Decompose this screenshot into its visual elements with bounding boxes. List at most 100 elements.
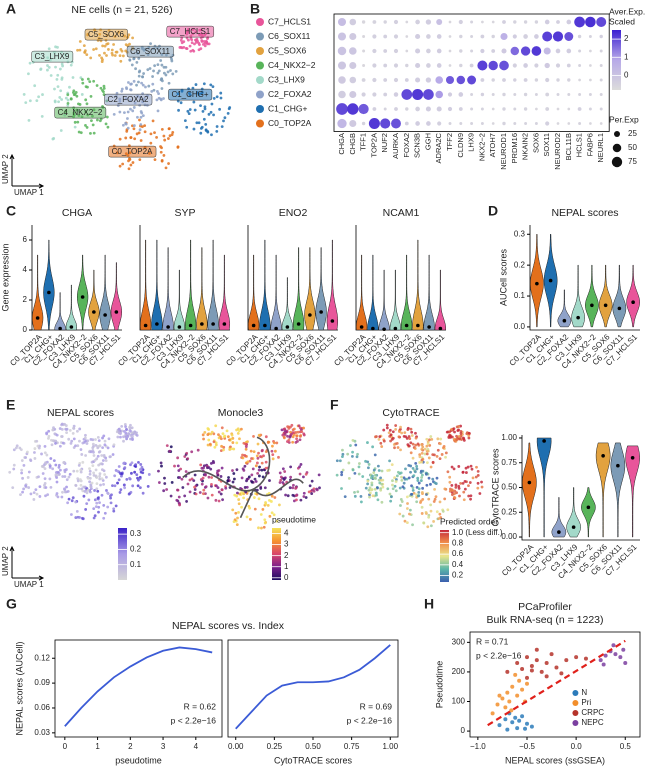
cluster-label-box bbox=[126, 45, 174, 58]
cluster-label-box bbox=[54, 106, 107, 119]
umap-point bbox=[204, 485, 208, 489]
dot bbox=[459, 34, 463, 39]
mean-dot bbox=[359, 325, 364, 329]
umap-point bbox=[120, 87, 124, 91]
umap-point bbox=[82, 485, 86, 489]
dot bbox=[470, 35, 474, 38]
gene-label: HCLS1 bbox=[575, 133, 584, 157]
umap-point bbox=[437, 517, 441, 521]
umap-point bbox=[170, 57, 173, 61]
umap-point bbox=[207, 112, 211, 116]
umap-point bbox=[55, 433, 59, 437]
dot bbox=[447, 106, 453, 112]
umap-point bbox=[79, 483, 83, 487]
y-axis-label: NEPAL scores (AUCell) bbox=[14, 641, 24, 735]
umap-point bbox=[139, 139, 143, 142]
dot bbox=[488, 60, 498, 71]
umap-point bbox=[19, 493, 22, 497]
cluster-label-box bbox=[84, 28, 128, 41]
umap-point bbox=[43, 477, 47, 481]
umap-point bbox=[91, 123, 95, 127]
umap-point bbox=[28, 61, 32, 65]
umap-point bbox=[462, 498, 466, 502]
umap-point bbox=[232, 447, 236, 451]
scatter-point bbox=[613, 652, 618, 657]
chart-title: NEPAL scores vs. Index bbox=[172, 620, 285, 632]
umap-point bbox=[96, 118, 99, 122]
umap-point bbox=[366, 441, 369, 444]
x-tick-label: 2 bbox=[128, 742, 133, 751]
umap-point bbox=[84, 433, 87, 437]
colorbar-label: 0 bbox=[284, 573, 289, 582]
umap-point bbox=[139, 115, 143, 119]
umap-point bbox=[436, 448, 440, 452]
umap-point bbox=[425, 493, 428, 496]
dot bbox=[415, 48, 421, 54]
umap-point bbox=[119, 47, 123, 51]
umap-point bbox=[118, 137, 122, 141]
violin bbox=[423, 254, 435, 331]
umap-point bbox=[288, 486, 292, 490]
umap-point bbox=[256, 472, 260, 475]
umap-point bbox=[409, 470, 412, 474]
umap-point bbox=[200, 482, 204, 486]
umap-point bbox=[51, 467, 55, 471]
umap-point bbox=[461, 470, 465, 474]
umap-point bbox=[396, 446, 400, 449]
umap-point bbox=[448, 475, 452, 479]
violin bbox=[530, 234, 544, 328]
umap-point bbox=[209, 110, 213, 114]
umap-point bbox=[353, 471, 357, 475]
umap-point bbox=[141, 83, 145, 87]
dot bbox=[337, 46, 347, 56]
umap-point bbox=[120, 424, 124, 428]
dot bbox=[523, 63, 528, 68]
umap-point bbox=[140, 465, 144, 469]
umap-point bbox=[410, 430, 414, 434]
umap-point bbox=[38, 485, 42, 489]
umap-point bbox=[76, 429, 79, 433]
umap-point bbox=[160, 146, 163, 150]
umap-point bbox=[457, 486, 461, 490]
umap-point bbox=[299, 463, 303, 466]
umap-point bbox=[53, 432, 57, 436]
cluster-label: C2_FOXA2 bbox=[108, 95, 149, 104]
umap-point bbox=[24, 101, 28, 105]
umap-point bbox=[386, 469, 390, 472]
umap-point bbox=[202, 82, 206, 86]
umap-point bbox=[85, 126, 89, 129]
umap-point bbox=[220, 466, 224, 470]
umap-point bbox=[417, 490, 421, 494]
umap-point bbox=[286, 440, 289, 443]
umap-point bbox=[78, 478, 82, 481]
gene-label: SCN3B bbox=[413, 133, 422, 158]
umap-point bbox=[201, 109, 205, 113]
violin bbox=[99, 254, 111, 331]
umap-point bbox=[56, 85, 60, 88]
dot bbox=[585, 16, 596, 28]
dot bbox=[423, 89, 434, 100]
umap-point bbox=[416, 442, 420, 446]
dot bbox=[534, 63, 539, 68]
umap-point bbox=[71, 496, 75, 500]
umap-point bbox=[420, 490, 424, 494]
umap-point bbox=[215, 125, 219, 128]
umap-point bbox=[183, 455, 187, 458]
umap-point bbox=[335, 473, 339, 477]
dot bbox=[599, 64, 603, 67]
umap-point bbox=[149, 141, 153, 145]
umap-point bbox=[244, 442, 247, 446]
umap-point bbox=[236, 431, 240, 435]
dot bbox=[513, 93, 517, 96]
umap-point bbox=[112, 43, 115, 46]
umap-point bbox=[112, 507, 116, 511]
mean-dot bbox=[393, 326, 398, 331]
mean-dot bbox=[535, 281, 539, 286]
mean-dot bbox=[616, 463, 620, 468]
cluster-label-box bbox=[104, 93, 153, 106]
umap-point bbox=[444, 451, 448, 455]
dot bbox=[566, 63, 571, 68]
umap-point bbox=[159, 461, 163, 465]
scatter-point bbox=[497, 723, 502, 728]
cluster-swatch bbox=[256, 18, 264, 26]
